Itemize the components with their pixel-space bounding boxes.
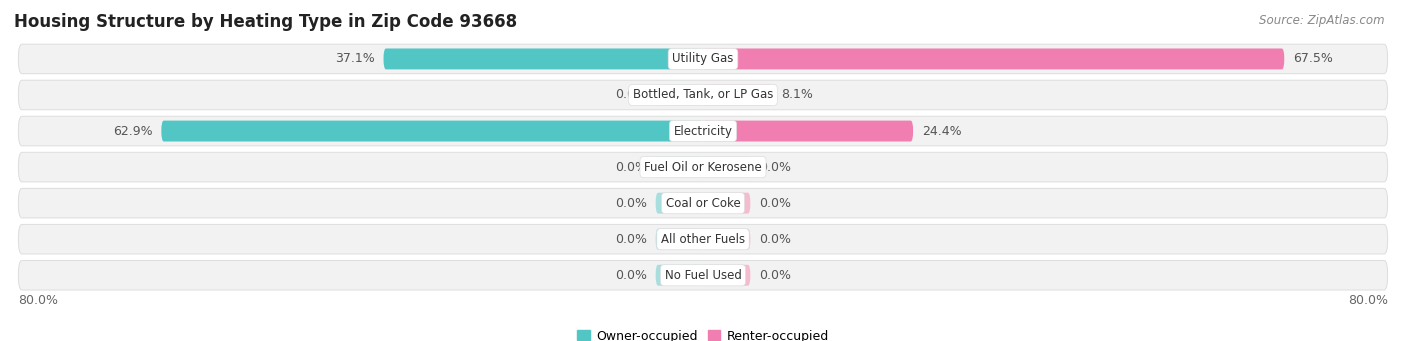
FancyBboxPatch shape	[18, 261, 1388, 290]
Text: 0.0%: 0.0%	[614, 233, 647, 246]
Text: 0.0%: 0.0%	[759, 197, 792, 210]
FancyBboxPatch shape	[384, 48, 703, 70]
Text: 37.1%: 37.1%	[335, 53, 375, 65]
FancyBboxPatch shape	[655, 85, 703, 105]
FancyBboxPatch shape	[18, 44, 1388, 74]
Text: 0.0%: 0.0%	[614, 197, 647, 210]
Text: 67.5%: 67.5%	[1294, 53, 1333, 65]
FancyBboxPatch shape	[655, 265, 703, 286]
FancyBboxPatch shape	[162, 121, 703, 142]
Text: 8.1%: 8.1%	[782, 89, 813, 102]
Legend: Owner-occupied, Renter-occupied: Owner-occupied, Renter-occupied	[578, 329, 828, 341]
Text: 24.4%: 24.4%	[922, 124, 962, 137]
FancyBboxPatch shape	[18, 80, 1388, 110]
Text: 0.0%: 0.0%	[614, 161, 647, 174]
Text: Fuel Oil or Kerosene: Fuel Oil or Kerosene	[644, 161, 762, 174]
FancyBboxPatch shape	[655, 229, 703, 250]
Text: 0.0%: 0.0%	[759, 269, 792, 282]
Text: Utility Gas: Utility Gas	[672, 53, 734, 65]
FancyBboxPatch shape	[18, 224, 1388, 254]
Text: 80.0%: 80.0%	[18, 294, 59, 307]
Text: Housing Structure by Heating Type in Zip Code 93668: Housing Structure by Heating Type in Zip…	[14, 13, 517, 31]
Text: All other Fuels: All other Fuels	[661, 233, 745, 246]
FancyBboxPatch shape	[703, 85, 773, 105]
Text: Source: ZipAtlas.com: Source: ZipAtlas.com	[1260, 14, 1385, 27]
FancyBboxPatch shape	[18, 188, 1388, 218]
FancyBboxPatch shape	[655, 157, 703, 178]
Text: No Fuel Used: No Fuel Used	[665, 269, 741, 282]
FancyBboxPatch shape	[703, 157, 751, 178]
Text: 80.0%: 80.0%	[1347, 294, 1388, 307]
Text: 62.9%: 62.9%	[112, 124, 153, 137]
FancyBboxPatch shape	[703, 193, 751, 213]
FancyBboxPatch shape	[703, 229, 751, 250]
Text: 0.0%: 0.0%	[759, 233, 792, 246]
FancyBboxPatch shape	[655, 193, 703, 213]
FancyBboxPatch shape	[703, 48, 1284, 70]
Text: 0.0%: 0.0%	[614, 89, 647, 102]
FancyBboxPatch shape	[18, 152, 1388, 182]
Text: Electricity: Electricity	[673, 124, 733, 137]
Text: 0.0%: 0.0%	[759, 161, 792, 174]
FancyBboxPatch shape	[18, 116, 1388, 146]
Text: Coal or Coke: Coal or Coke	[665, 197, 741, 210]
FancyBboxPatch shape	[703, 121, 912, 142]
Text: Bottled, Tank, or LP Gas: Bottled, Tank, or LP Gas	[633, 89, 773, 102]
Text: 0.0%: 0.0%	[614, 269, 647, 282]
FancyBboxPatch shape	[703, 265, 751, 286]
